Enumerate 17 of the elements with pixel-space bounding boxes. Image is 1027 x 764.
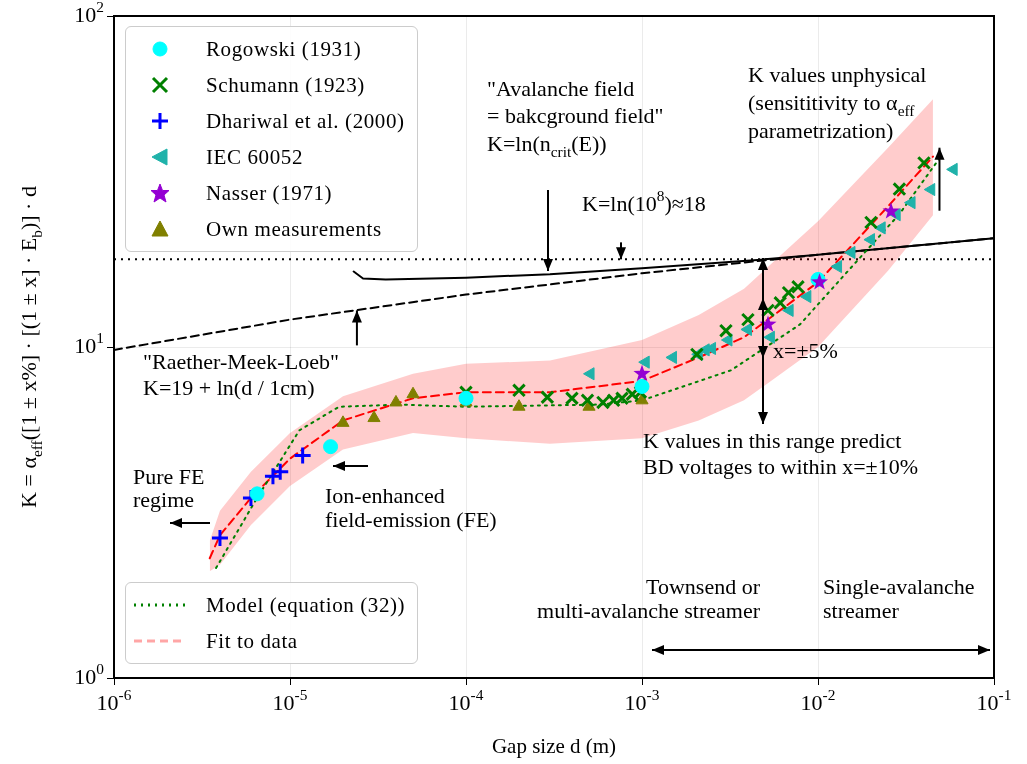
annotation: "Raether-Meek-Loeb" K=19 + ln(d / 1cm) bbox=[143, 348, 339, 400]
annotation: Pure FE regime bbox=[133, 463, 205, 512]
legend-label: IEC 60052 bbox=[206, 144, 303, 170]
annotation: x=±5% bbox=[773, 337, 838, 363]
legend-label: Model (equation (32)) bbox=[206, 592, 406, 618]
legend-label: Fit to data bbox=[206, 628, 298, 654]
x-axis-title: Gap size d (m) bbox=[491, 733, 617, 758]
legend-label: Rogowski (1931) bbox=[206, 36, 362, 62]
legend-label: Nasser (1971) bbox=[206, 180, 333, 206]
y-axis-title: K = αeff([1 ± x%] · [(1 ± x] · Eb)] · d bbox=[15, 186, 45, 508]
annotation: Townsend or multi-avalanche streamer bbox=[537, 573, 761, 623]
legend-label: Own measurements bbox=[206, 216, 382, 242]
annotation: Single-avalanche streamer bbox=[823, 573, 975, 623]
annotation: K values in this range predict BD voltages to within x=±10% bbox=[643, 427, 919, 479]
annotation: Ion-enhanced field-emission (FE) bbox=[325, 482, 497, 532]
legend-label: Dhariwal et al. (2000) bbox=[206, 108, 405, 134]
legend-label: Schumann (1923) bbox=[206, 72, 365, 98]
